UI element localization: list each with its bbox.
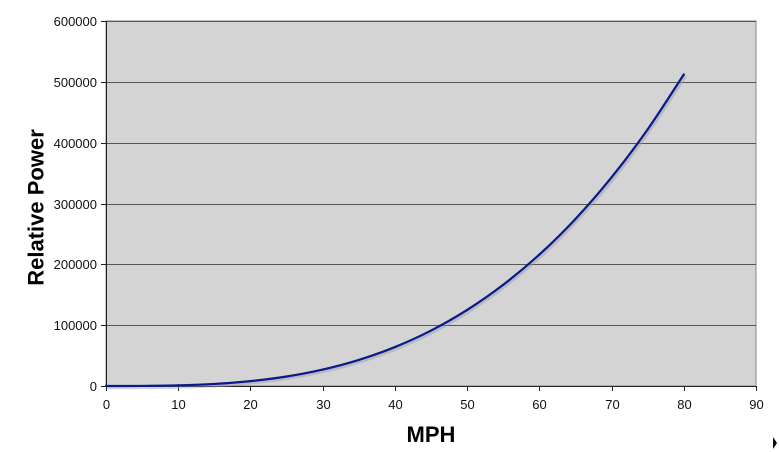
x-tick-label-3: 30 xyxy=(316,397,330,412)
y-tick-label-6: 600000 xyxy=(54,14,97,29)
x-axis-title: MPH xyxy=(407,422,456,447)
x-tick-label-8: 80 xyxy=(677,397,691,412)
x-tick-label-9: 90 xyxy=(749,397,763,412)
x-axis-ticks: 0 10 20 30 40 50 60 70 80 90 xyxy=(103,386,764,412)
y-tick-label-0: 0 xyxy=(90,379,97,394)
x-tick-label-1: 10 xyxy=(171,397,185,412)
data-point-0-12 xyxy=(538,253,541,256)
data-point-0-7 xyxy=(357,358,360,362)
data-point-0-11 xyxy=(502,283,505,286)
y-tick-label-5: 500000 xyxy=(54,75,97,90)
x-tick-label-4: 40 xyxy=(388,397,402,412)
data-point-0-3 xyxy=(213,382,216,386)
data-point-0-1 xyxy=(141,384,144,388)
x-tick-label-2: 20 xyxy=(243,397,257,412)
data-point-0-4 xyxy=(249,380,252,383)
y-tick-label-2: 200000 xyxy=(54,257,97,272)
data-point-0-0 xyxy=(104,384,108,388)
data-point-0-5 xyxy=(285,375,288,378)
series-line-shadow-0 xyxy=(107,75,687,390)
data-point-0-9 xyxy=(429,329,433,332)
data-point-0-8 xyxy=(393,345,396,349)
gridlines xyxy=(106,21,756,326)
x-tick-label-0: 0 xyxy=(103,397,110,412)
y-tick-label-4: 400000 xyxy=(54,136,97,151)
data-point-0-10 xyxy=(466,308,469,312)
y-axis-title: Relative Power xyxy=(24,129,49,286)
data-point-0-13 xyxy=(574,217,577,221)
y-tick-label-3: 300000 xyxy=(54,197,97,212)
x-tick-label-7: 70 xyxy=(605,397,619,412)
x-tick-label-6: 60 xyxy=(532,397,546,412)
data-point-0-16 xyxy=(682,73,685,76)
data-point-0-15 xyxy=(646,128,649,131)
y-axis-ticks: 0 100000 200000 300000 400000 500000 600000 xyxy=(54,14,106,394)
series-layer xyxy=(104,73,687,390)
data-point-0-6 xyxy=(321,368,324,371)
mouse-cursor-icon xyxy=(773,437,777,449)
data-point-0-2 xyxy=(177,384,180,387)
data-point-0-14 xyxy=(610,176,613,179)
x-tick-label-5: 50 xyxy=(460,397,474,412)
y-tick-label-1: 100000 xyxy=(54,318,97,333)
axes xyxy=(106,21,756,387)
